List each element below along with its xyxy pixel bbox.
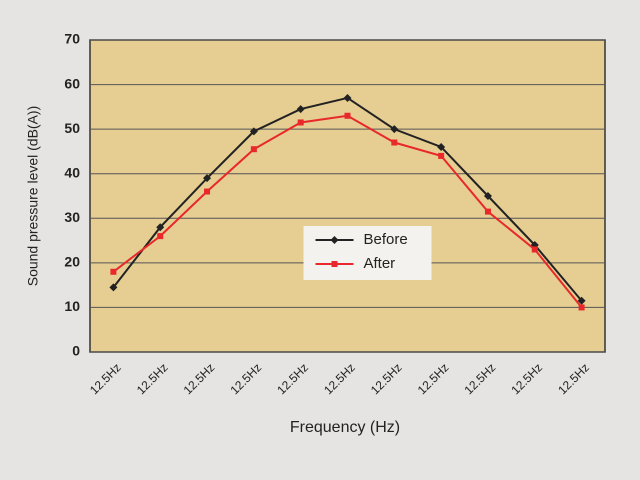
y-tick-label: 50 bbox=[64, 120, 80, 136]
y-tick-label: 40 bbox=[64, 164, 80, 180]
legend-label: After bbox=[364, 255, 396, 272]
marker bbox=[203, 174, 212, 183]
marker bbox=[344, 112, 351, 119]
y-axis-label: Sound pressure level (dB(A)) bbox=[25, 106, 41, 287]
legend-marker bbox=[330, 236, 339, 244]
marker bbox=[484, 208, 491, 215]
marker bbox=[437, 142, 446, 151]
marker bbox=[438, 152, 445, 159]
marker bbox=[110, 268, 117, 275]
y-tick-label: 20 bbox=[64, 254, 80, 270]
marker bbox=[483, 192, 492, 200]
y-tick-label: 60 bbox=[64, 75, 80, 91]
plot-area bbox=[89, 39, 606, 353]
y-tick-label: 10 bbox=[64, 298, 80, 314]
marker bbox=[109, 283, 118, 292]
marker bbox=[391, 139, 398, 146]
legend-marker bbox=[331, 261, 338, 267]
marker bbox=[577, 296, 586, 305]
marker bbox=[204, 188, 211, 195]
marker bbox=[250, 146, 257, 153]
marker bbox=[343, 93, 352, 102]
legend-box bbox=[303, 226, 432, 280]
y-tick-label: 70 bbox=[64, 31, 80, 47]
marker bbox=[249, 127, 258, 136]
marker bbox=[578, 304, 585, 311]
marker bbox=[531, 246, 538, 253]
marker bbox=[157, 233, 164, 240]
marker bbox=[296, 105, 305, 114]
y-tick-label: 0 bbox=[72, 343, 80, 359]
marker bbox=[156, 223, 165, 232]
y-tick-label: 30 bbox=[64, 209, 80, 225]
x-axis-label: Frequency (Hz) bbox=[290, 419, 400, 436]
legend-label: Before bbox=[364, 231, 408, 248]
marker bbox=[297, 119, 304, 126]
marker bbox=[390, 125, 399, 134]
